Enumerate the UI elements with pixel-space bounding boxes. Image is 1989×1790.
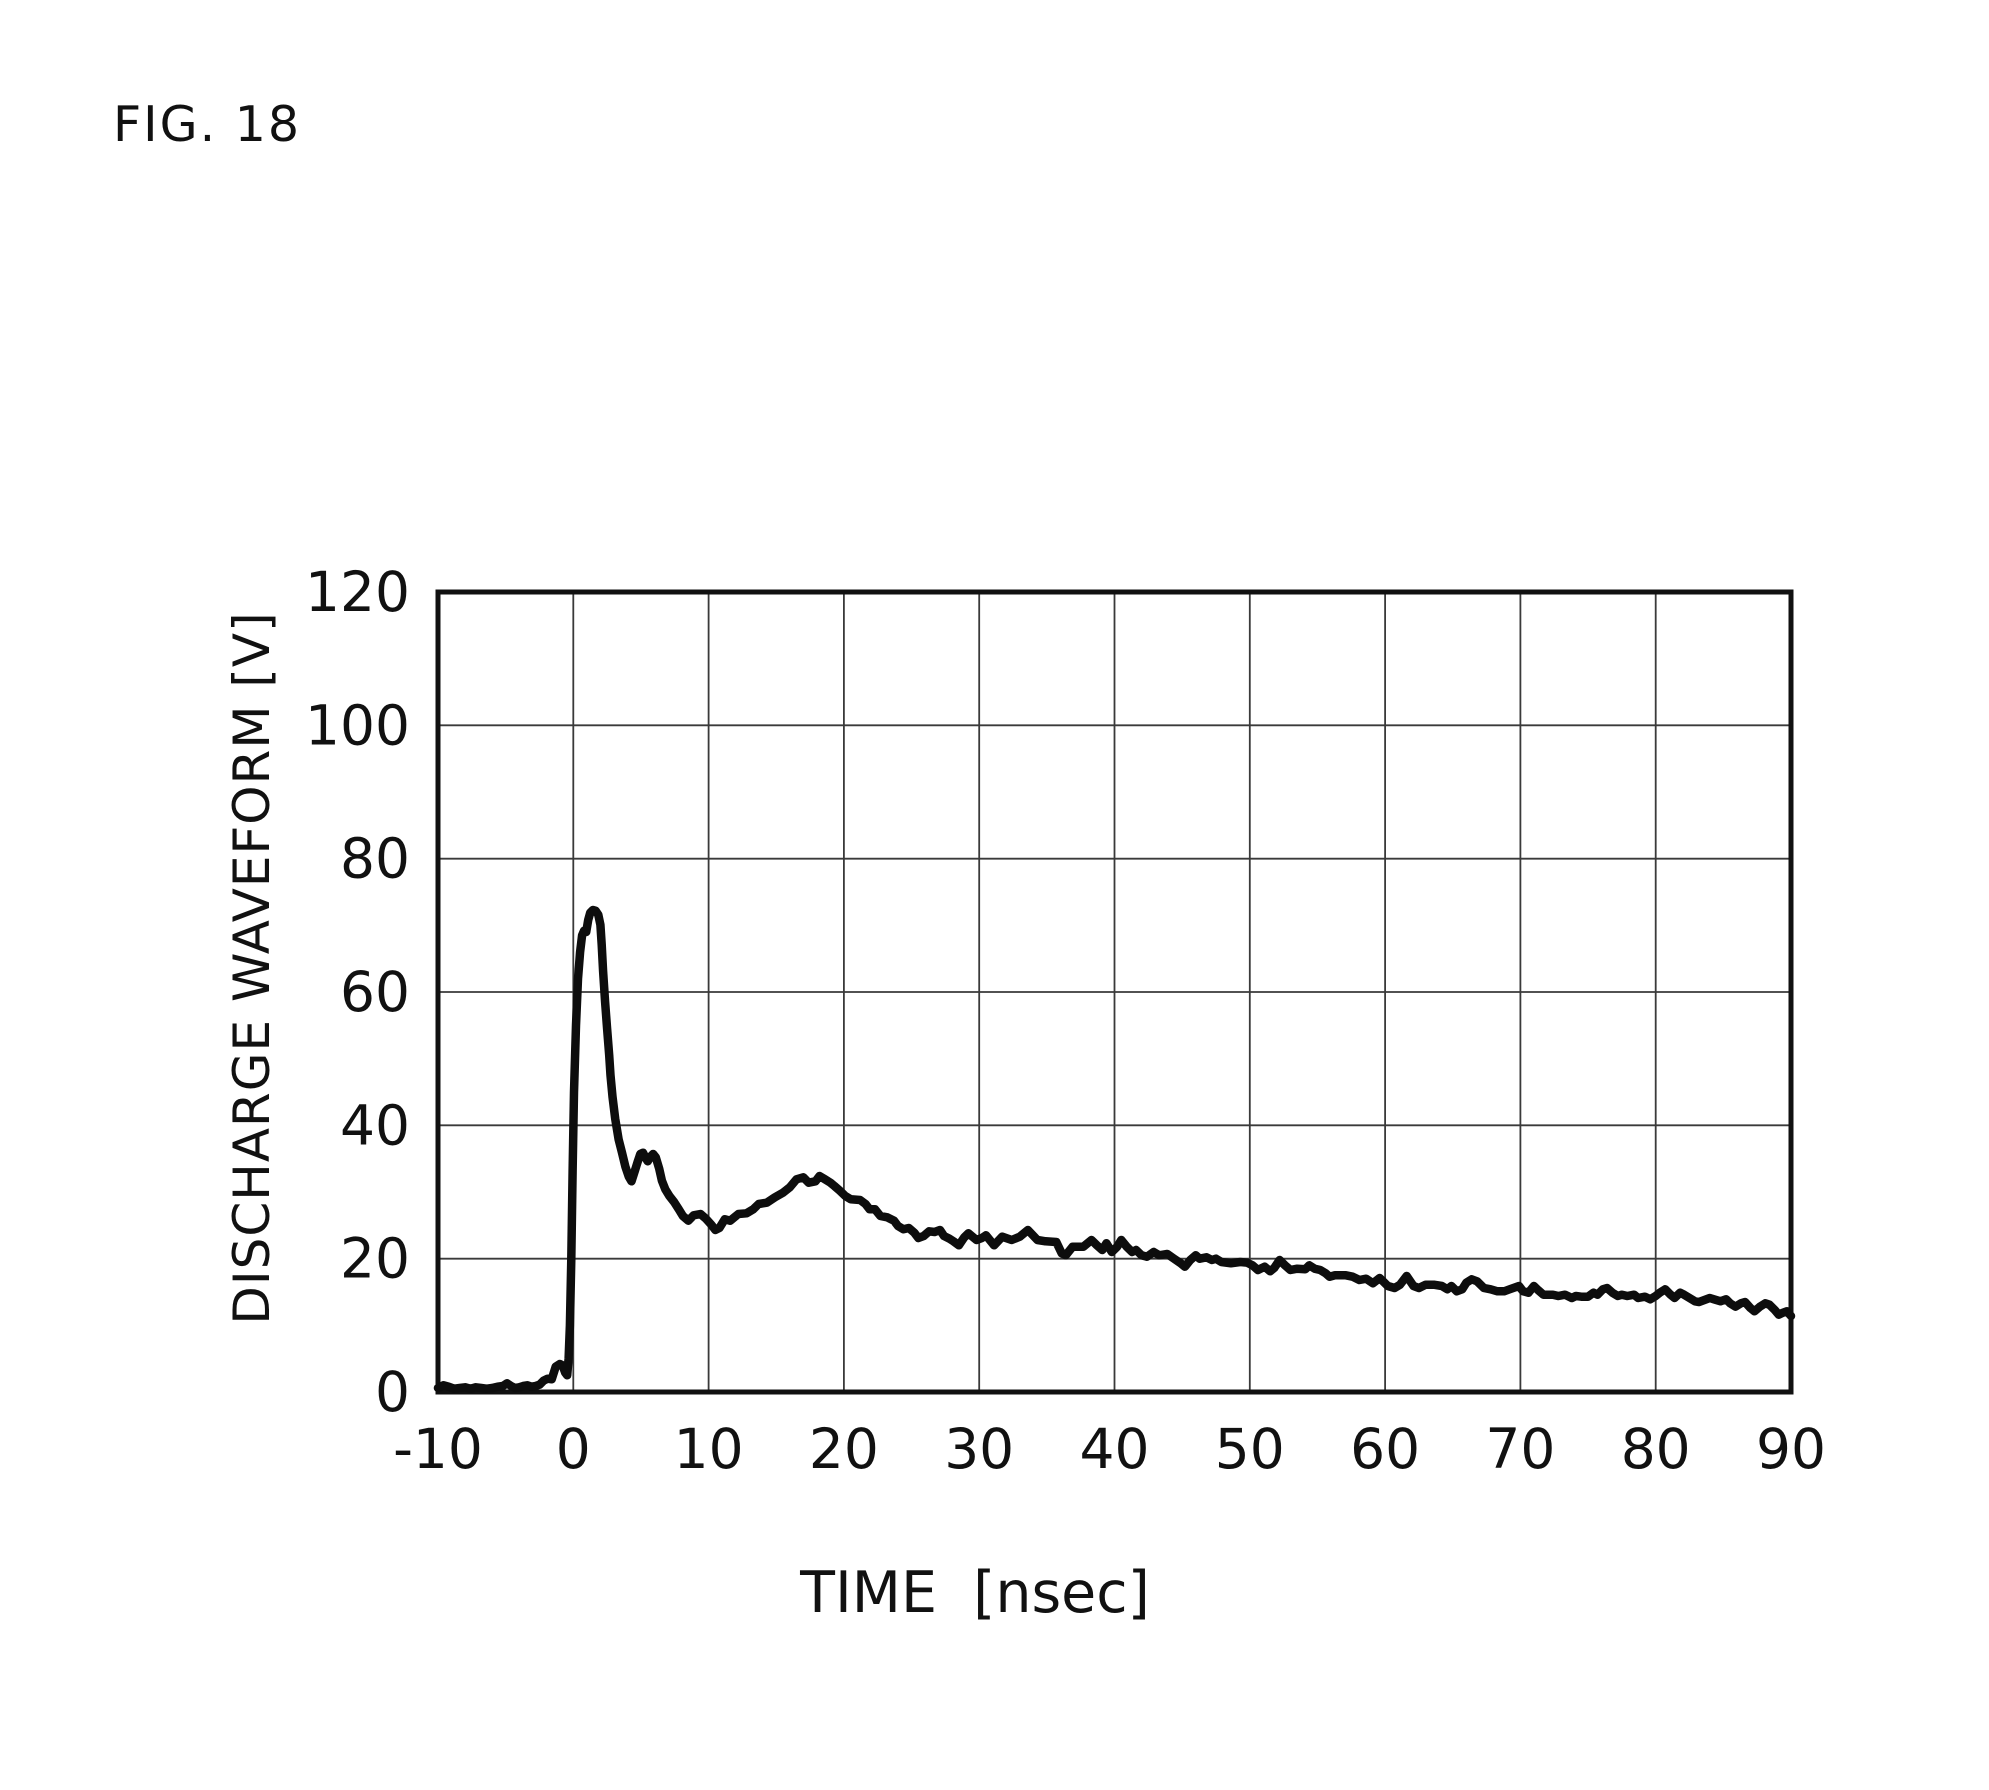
y-tick-label-20: 20 [340,1227,410,1291]
x-tick-label--10: -10 [393,1417,483,1481]
x-axis-title: TIME [nsec] [800,1560,1150,1626]
x-tick-label-10: 10 [674,1417,744,1481]
x-tick-label-70: 70 [1485,1417,1555,1481]
y-axis-title: DISCHARGE WAVEFORM [V] [223,611,281,1325]
x-tick-label-60: 60 [1350,1417,1420,1481]
y-tick-label-40: 40 [340,1093,410,1157]
y-tick-label-0: 0 [375,1360,410,1424]
x-tick-label-30: 30 [944,1417,1014,1481]
y-tick-label-60: 60 [340,960,410,1024]
plot-border [435,589,1794,1395]
x-tick-label-50: 50 [1215,1417,1285,1481]
y-tick-label-100: 100 [305,693,410,757]
x-tick-label-20: 20 [809,1417,879,1481]
x-tick-label-90: 90 [1756,1417,1826,1481]
y-tick-label-120: 120 [305,560,410,624]
y-tick-label-80: 80 [340,827,410,891]
x-tick-label-0: 0 [556,1417,591,1481]
figure-title: FIG. 18 [113,96,302,153]
x-tick-label-80: 80 [1621,1417,1691,1481]
x-tick-label-40: 40 [1080,1417,1150,1481]
waveform-line [433,905,1796,1393]
